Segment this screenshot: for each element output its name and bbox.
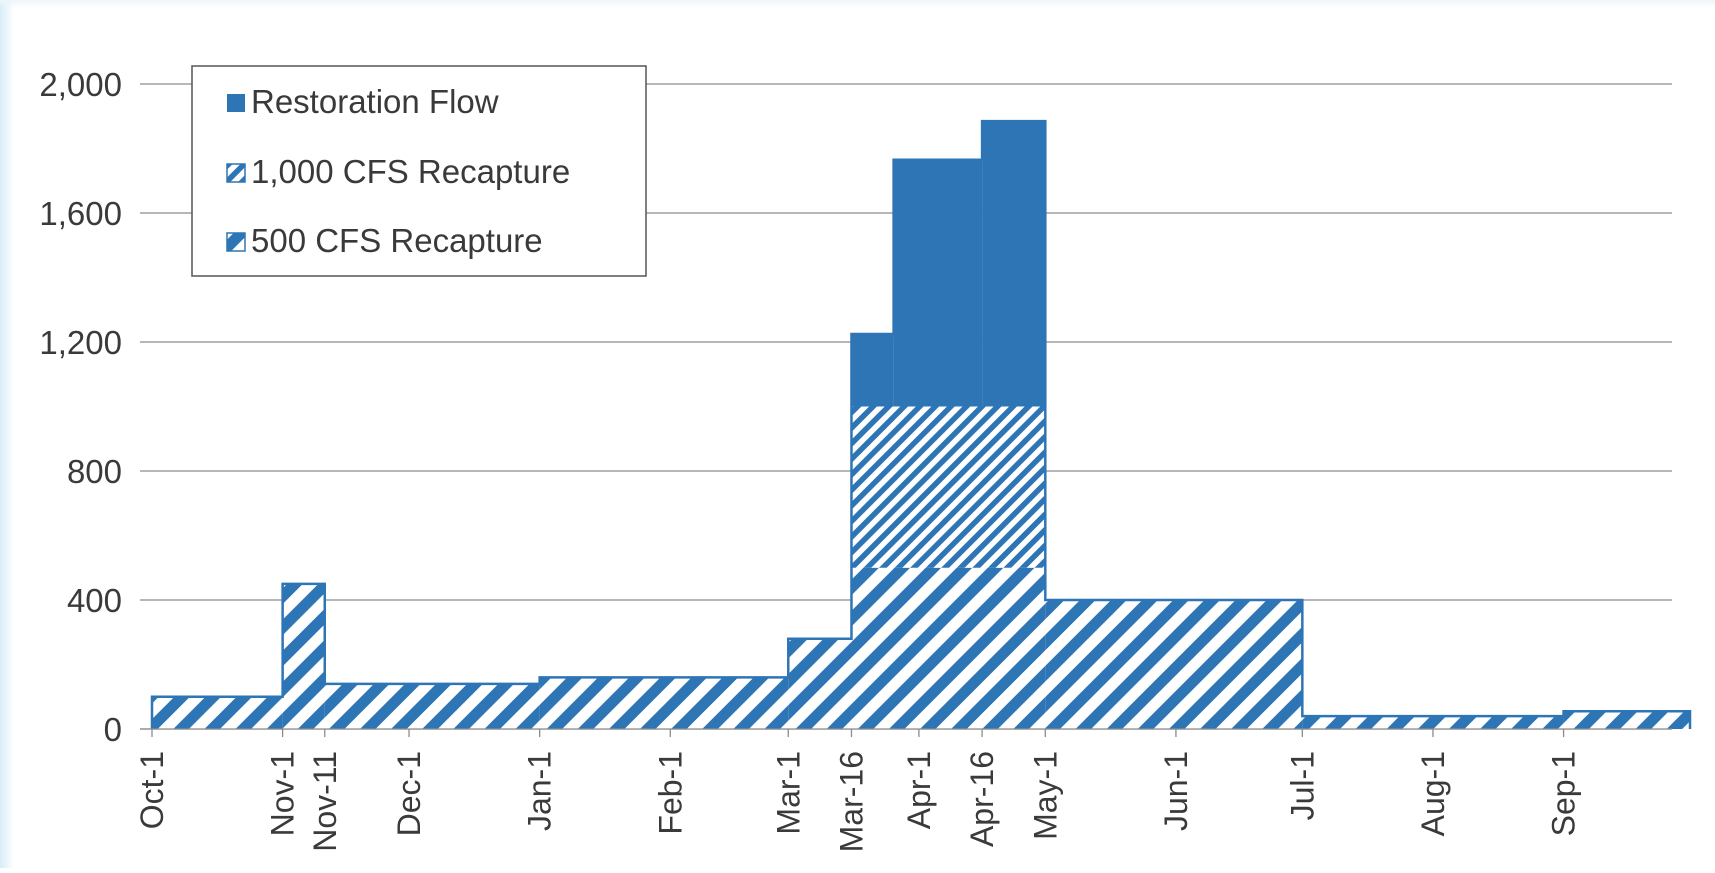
area-segment-500-cfs-recapture — [788, 638, 852, 729]
x-tick-label: May-1 — [1027, 751, 1063, 840]
area-segment-500-cfs-recapture — [1563, 711, 1690, 729]
area-segment-restoration-flow — [982, 121, 1046, 407]
x-tick-label: Oct-1 — [134, 751, 170, 829]
x-axis-ticks: Oct-1 Nov-1 Nov-11 Dec-1 Jan-1 Feb-1 Mar-1 Mar-… — [134, 729, 1582, 852]
area-segment-500-cfs-recapture — [324, 683, 540, 729]
top-edge-shade — [0, 0, 1715, 8]
x-tick-label: Jan-1 — [522, 751, 558, 831]
x-tick-label: Mar-1 — [770, 751, 806, 835]
area-segment-500-cfs-recapture — [1302, 716, 1564, 729]
y-axis-ticks: 0 400 800 1,200 1,600 2,000 — [39, 66, 122, 748]
x-tick-label: Nov-11 — [307, 751, 343, 852]
x-tick-label: Feb-1 — [652, 751, 688, 835]
legend-swatch-500-cfs-recapture — [226, 232, 246, 252]
y-tick-label: 400 — [67, 582, 122, 619]
x-tick-label: Jun-1 — [1158, 751, 1194, 831]
x-tick-label: Mar-16 — [833, 751, 869, 852]
y-tick-label: 800 — [67, 453, 122, 490]
legend-swatch-restoration-flow — [227, 94, 245, 112]
legend: Restoration Flow 1,000 CFS Recapture 500… — [191, 65, 647, 277]
area-segment-500-cfs-recapture — [539, 677, 789, 729]
y-tick-label: 0 — [104, 711, 122, 748]
x-tick-label: Aug-1 — [1415, 751, 1451, 836]
area-segment-1-000-cfs-recapture — [851, 406, 1046, 568]
left-edge-shade — [0, 0, 14, 868]
legend-label-1000-cfs-recapture: 1,000 CFS Recapture — [251, 153, 570, 190]
x-tick-label: Dec-1 — [391, 751, 427, 836]
x-tick-label: Apr-1 — [901, 751, 937, 829]
legend-label-restoration-flow: Restoration Flow — [251, 83, 499, 120]
legend-swatch-1000-cfs-recapture — [226, 163, 246, 183]
area-segment-restoration-flow — [893, 159, 983, 407]
y-tick-label: 1,200 — [39, 324, 122, 361]
area-segment-500-cfs-recapture — [152, 696, 283, 729]
y-tick-label: 2,000 — [39, 66, 122, 103]
series-areas — [140, 119, 1692, 730]
x-tick-label: Apr-16 — [964, 751, 1000, 847]
area-segment-500-cfs-recapture — [282, 583, 325, 729]
legend-label-500-cfs-recapture: 500 CFS Recapture — [251, 222, 543, 259]
x-tick-label: Sep-1 — [1546, 751, 1582, 836]
x-tick-label: Jul-1 — [1284, 751, 1320, 820]
legend-box — [191, 65, 647, 277]
x-tick-label: Nov-1 — [265, 751, 301, 836]
area-segment-500-cfs-recapture — [1045, 600, 1303, 729]
area-segment-restoration-flow — [851, 333, 894, 407]
y-tick-label: 1,600 — [39, 195, 122, 232]
area-segment-500-cfs-recapture — [851, 567, 1046, 729]
total-flow-outline — [150, 119, 1692, 729]
